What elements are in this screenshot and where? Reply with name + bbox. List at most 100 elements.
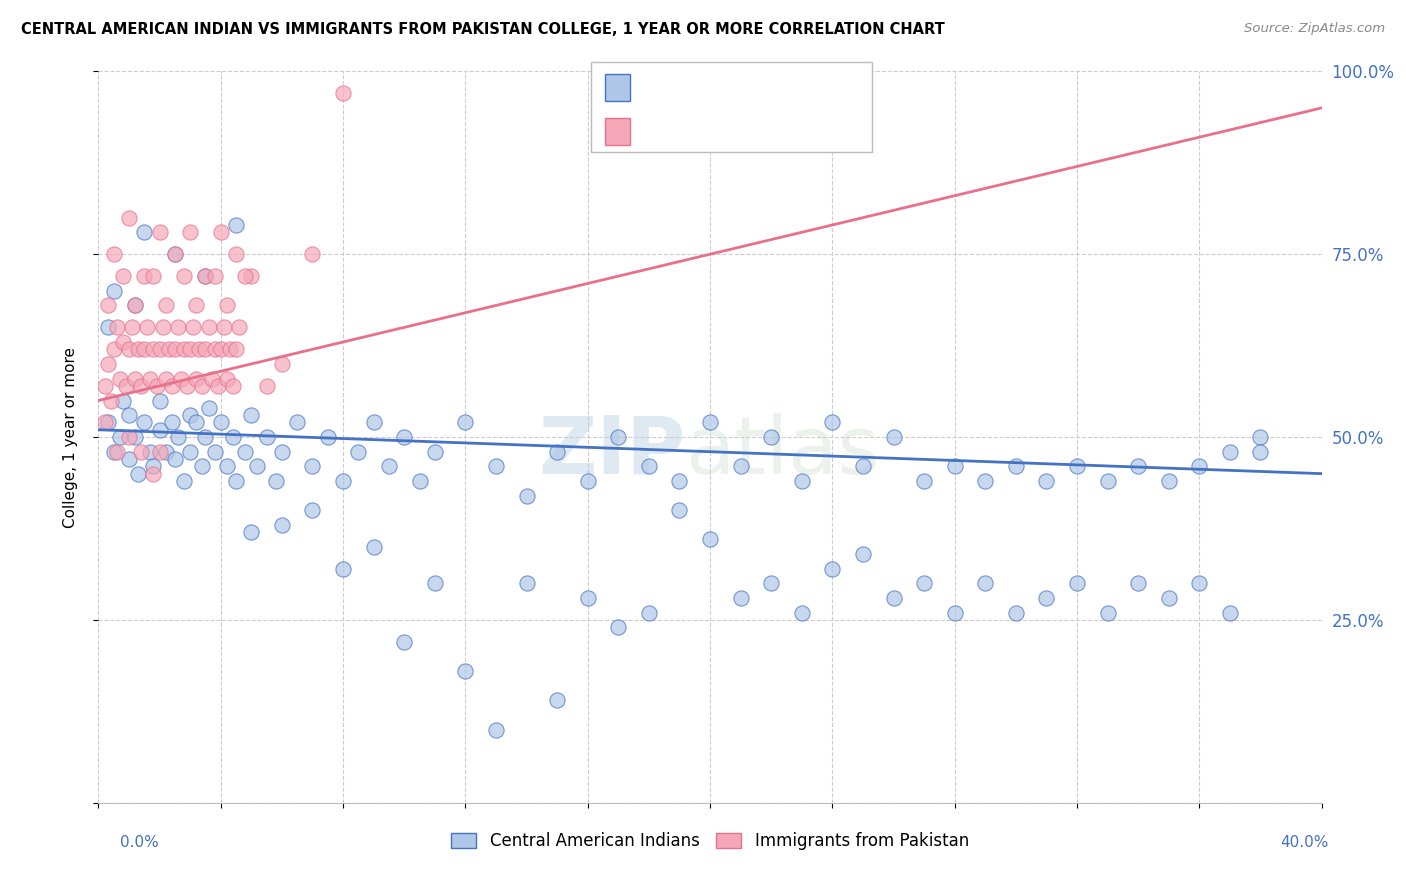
Point	[1035, 474, 1057, 488]
Point	[142, 459, 165, 474]
Point	[204, 444, 226, 458]
Point	[173, 343, 195, 357]
Text: 40.0%: 40.0%	[1281, 836, 1329, 850]
Point	[761, 576, 783, 591]
Point	[179, 408, 201, 422]
Point	[93, 416, 115, 430]
Text: R =: R =	[641, 74, 681, 92]
Point	[974, 576, 997, 591]
Point	[240, 525, 263, 540]
Point	[233, 444, 256, 458]
Point	[1250, 430, 1272, 444]
Point	[170, 371, 193, 385]
Point	[207, 379, 229, 393]
Text: Source: ZipAtlas.com: Source: ZipAtlas.com	[1244, 22, 1385, 36]
Point	[124, 430, 146, 444]
Point	[363, 416, 385, 430]
Point	[1157, 591, 1180, 605]
Point	[129, 379, 152, 393]
Point	[134, 416, 156, 430]
Point	[1188, 459, 1211, 474]
Point	[668, 503, 690, 517]
Point	[240, 408, 263, 422]
Point	[149, 393, 172, 408]
Point	[167, 320, 190, 334]
Point	[852, 459, 875, 474]
Point	[149, 423, 172, 437]
Text: ZIP: ZIP	[538, 413, 686, 491]
Point	[1128, 459, 1150, 474]
Point	[607, 620, 630, 634]
Point	[1066, 459, 1088, 474]
Point	[139, 444, 162, 458]
Point	[270, 517, 294, 532]
Point	[332, 562, 354, 576]
Point	[194, 430, 217, 444]
Point	[222, 430, 245, 444]
Legend: Central American Indians, Immigrants from Pakistan: Central American Indians, Immigrants fro…	[444, 825, 976, 856]
Point	[194, 343, 217, 357]
Point	[149, 343, 172, 357]
Point	[155, 371, 177, 385]
Point	[111, 334, 134, 349]
Point	[111, 269, 134, 284]
Point	[790, 606, 813, 620]
Point	[160, 379, 183, 393]
Point	[188, 343, 211, 357]
Point	[129, 444, 152, 458]
Point	[225, 218, 247, 232]
Point	[100, 393, 122, 408]
Point	[392, 635, 416, 649]
Point	[821, 562, 844, 576]
Point	[145, 379, 167, 393]
Point	[204, 269, 226, 284]
Point	[118, 452, 141, 467]
Point	[93, 379, 115, 393]
Point	[246, 459, 269, 474]
Point	[155, 444, 177, 458]
Point	[142, 269, 165, 284]
Point	[194, 269, 217, 284]
Point	[1004, 459, 1026, 474]
Point	[204, 343, 226, 357]
Y-axis label: College, 1 year or more: College, 1 year or more	[63, 347, 77, 527]
Point	[943, 459, 966, 474]
Point	[149, 225, 172, 239]
Point	[127, 343, 149, 357]
Text: R =: R =	[641, 118, 681, 136]
Point	[194, 269, 217, 284]
Point	[347, 444, 370, 458]
Point	[139, 371, 162, 385]
Point	[516, 489, 538, 503]
Point	[392, 430, 416, 444]
Point	[209, 225, 232, 239]
Point	[1188, 576, 1211, 591]
Point	[637, 606, 661, 620]
Point	[200, 371, 222, 385]
Point	[943, 606, 966, 620]
Point	[637, 459, 661, 474]
Point	[173, 474, 195, 488]
Point	[179, 444, 201, 458]
Point	[256, 430, 278, 444]
Point	[1035, 591, 1057, 605]
Point	[883, 430, 905, 444]
Point	[179, 343, 201, 357]
Point	[215, 459, 238, 474]
Point	[118, 408, 141, 422]
Point	[134, 343, 156, 357]
Point	[240, 269, 263, 284]
Point	[285, 416, 308, 430]
Point	[152, 320, 174, 334]
Point	[1157, 474, 1180, 488]
Text: 0.354: 0.354	[688, 118, 744, 136]
Point	[191, 379, 214, 393]
Point	[1004, 606, 1026, 620]
Point	[225, 247, 247, 261]
Point	[821, 416, 844, 430]
Point	[197, 401, 219, 415]
Text: 79: 79	[799, 74, 824, 92]
Point	[264, 474, 287, 488]
Point	[97, 357, 120, 371]
Point	[912, 474, 935, 488]
